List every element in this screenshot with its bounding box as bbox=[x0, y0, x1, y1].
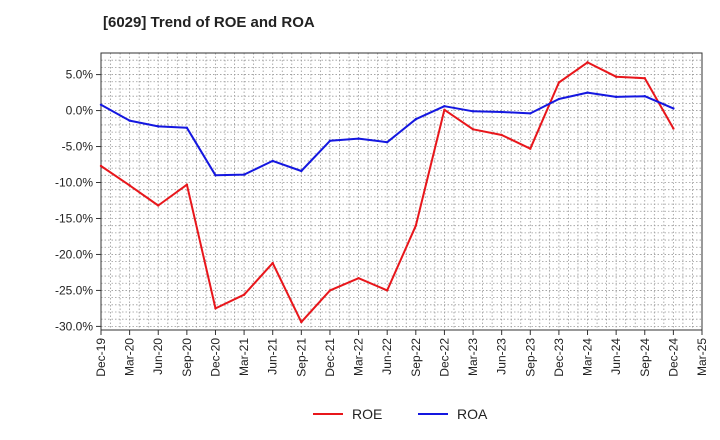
x-tick-label: Dec-23 bbox=[552, 338, 566, 377]
data-point-roa bbox=[157, 125, 160, 128]
data-point-roe bbox=[300, 320, 303, 324]
data-point-roe bbox=[529, 147, 532, 150]
x-tick-label: Jun-22 bbox=[380, 338, 394, 375]
data-point-roe bbox=[99, 164, 103, 168]
data-point-roe bbox=[500, 133, 503, 137]
data-point-roa bbox=[300, 169, 303, 173]
x-tick-label: Dec-21 bbox=[323, 338, 337, 377]
data-point-roa bbox=[328, 139, 332, 142]
y-tick-label: 0.0% bbox=[66, 104, 94, 118]
data-point-roe bbox=[414, 224, 418, 227]
data-point-roe bbox=[557, 81, 561, 84]
data-point-roe bbox=[385, 289, 389, 292]
data-point-roa bbox=[471, 110, 475, 113]
data-point-roa bbox=[242, 173, 246, 176]
y-tick-label: -10.0% bbox=[55, 176, 93, 190]
data-point-roa bbox=[128, 119, 131, 122]
plot-frame bbox=[100, 52, 703, 331]
legend-label-roe: ROE bbox=[352, 406, 382, 422]
x-tick-label: Mar-20 bbox=[123, 338, 137, 376]
legend-label-roa: ROA bbox=[457, 406, 488, 422]
data-point-roe bbox=[185, 183, 189, 186]
x-tick-label: Sep-23 bbox=[523, 338, 537, 377]
data-point-roa bbox=[500, 110, 503, 114]
data-point-roa bbox=[214, 174, 217, 177]
data-point-roe bbox=[471, 128, 475, 131]
data-point-roe bbox=[271, 261, 274, 265]
data-point-roa bbox=[643, 94, 646, 98]
data-point-roe bbox=[157, 204, 160, 207]
plot-area bbox=[101, 53, 702, 330]
y-tick-label: -5.0% bbox=[62, 140, 94, 154]
y-tick-label: -20.0% bbox=[55, 247, 93, 261]
data-point-roa bbox=[385, 141, 389, 144]
x-tick-label: Mar-22 bbox=[352, 338, 366, 376]
data-point-roa bbox=[99, 103, 103, 107]
data-point-roe bbox=[614, 75, 618, 78]
data-point-roe bbox=[128, 184, 131, 187]
x-tick-label: Dec-19 bbox=[94, 338, 108, 377]
x-tick-label: Dec-20 bbox=[208, 338, 222, 377]
x-tick-label: Jun-23 bbox=[495, 338, 509, 375]
data-point-roa bbox=[672, 107, 675, 110]
x-tick-label: Mar-24 bbox=[581, 338, 595, 376]
x-tick-label: Mar-23 bbox=[466, 338, 480, 376]
data-point-roa bbox=[357, 137, 360, 140]
x-tick-label: Mar-21 bbox=[237, 338, 251, 376]
x-tick-label: Jun-20 bbox=[151, 338, 165, 375]
data-point-roa bbox=[586, 91, 589, 94]
data-point-roa bbox=[185, 126, 189, 130]
data-point-roe bbox=[586, 61, 589, 64]
x-tick-label: Dec-22 bbox=[437, 338, 451, 377]
x-tick-label: Jun-24 bbox=[609, 338, 623, 375]
data-point-roe bbox=[328, 289, 332, 292]
data-point-roe bbox=[643, 76, 646, 80]
data-point-roe bbox=[672, 127, 675, 130]
data-point-roa bbox=[271, 159, 274, 163]
x-tick-label: Sep-21 bbox=[294, 338, 308, 377]
y-tick-label: -25.0% bbox=[55, 283, 93, 297]
y-tick-label: -15.0% bbox=[55, 211, 93, 225]
data-point-roa bbox=[557, 97, 561, 101]
y-tick-label: -30.0% bbox=[55, 319, 93, 333]
data-point-roe bbox=[214, 307, 217, 310]
data-point-roa bbox=[614, 95, 618, 99]
y-tick-label: 5.0% bbox=[66, 68, 94, 82]
x-tick-label: Mar-25 bbox=[695, 338, 709, 376]
data-point-roa bbox=[443, 105, 446, 108]
x-tick-label: Sep-20 bbox=[180, 338, 194, 377]
data-point-roe bbox=[357, 276, 360, 280]
data-point-roa bbox=[529, 112, 532, 115]
x-tick-label: Dec-24 bbox=[666, 338, 680, 377]
x-tick-label: Sep-22 bbox=[409, 338, 423, 377]
data-point-roe bbox=[443, 108, 446, 112]
x-tick-label: Sep-24 bbox=[638, 338, 652, 377]
x-tick-label: Jun-21 bbox=[266, 338, 280, 375]
chart-title: [6029] Trend of ROE and ROA bbox=[103, 14, 315, 31]
data-point-roe bbox=[242, 293, 246, 296]
data-point-roa bbox=[414, 117, 418, 121]
